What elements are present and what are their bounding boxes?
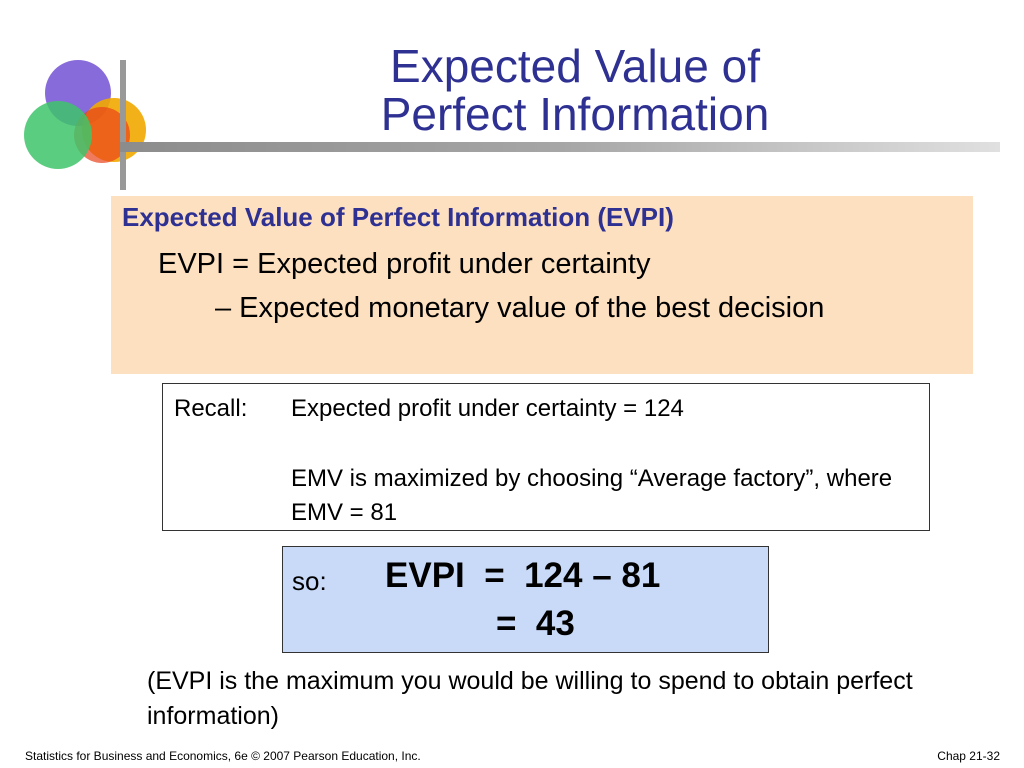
recall-box — [162, 383, 930, 531]
footer-page-number: Chap 21-32 — [937, 749, 1000, 763]
recall-line-1: Expected profit under certainty = 124 — [291, 395, 684, 422]
definition-line-2: – Expected monetary value of the best de… — [215, 292, 825, 324]
recall-label: Recall: — [174, 395, 248, 422]
footer-copyright: Statistics for Business and Economics, 6… — [25, 749, 421, 763]
decorative-vertical-line — [120, 60, 126, 190]
calculation-box — [282, 546, 769, 653]
definition-line-1: EVPI = Expected profit under certainty — [158, 248, 651, 280]
title-line-1: Expected Value of — [390, 40, 760, 92]
definition-heading: Expected Value of Perfect Information (E… — [122, 202, 674, 232]
recall-line-2: EMV is maximized by choosing “Average fa… — [291, 465, 893, 526]
calculation-label: so: — [292, 566, 327, 596]
decorative-horizontal-line — [120, 142, 1000, 152]
calculation-line-2: = 43 — [496, 604, 575, 643]
evpi-note: (EVPI is the maximum you would be willin… — [147, 667, 913, 730]
slide-title: Expected Value of Perfect Information — [250, 42, 900, 138]
calculation-line-1: EVPI = 124 – 81 — [385, 556, 661, 595]
definition-box — [111, 196, 973, 374]
overlapping-circles-icon — [24, 60, 146, 169]
title-line-2: Perfect Information — [380, 88, 770, 140]
